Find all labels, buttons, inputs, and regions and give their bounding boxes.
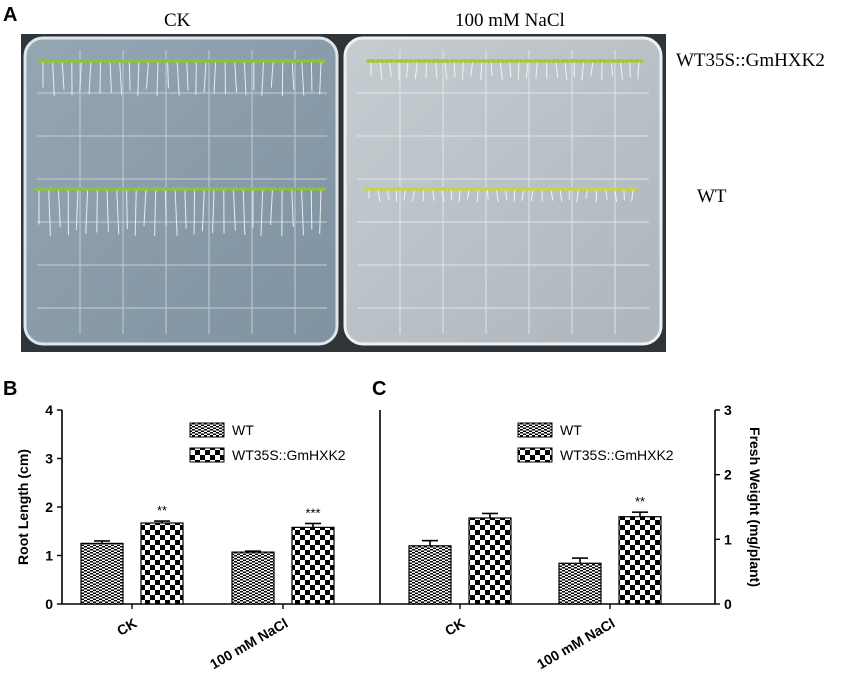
bar-overexpression-ck (140, 522, 184, 605)
significance-marker: ** (635, 494, 645, 509)
row-label-overexpression: WT35S::GmHXK2 (676, 50, 825, 71)
x-category-label: 100 mM NaCl (534, 615, 617, 672)
legend-swatch-wt (517, 422, 553, 438)
bar-overexpression-ck (468, 517, 512, 605)
y-tick-label: 3 (45, 451, 53, 467)
fresh-weight-chart: 0 1 2 3 Fresh Weight (mg/plant) CK 100 mM NaCl… (379, 402, 763, 672)
panel-b-letter: B (3, 378, 18, 400)
y-tick-label: 4 (45, 402, 53, 418)
bar-wt-nacl (231, 551, 275, 605)
column-label-nacl: 100 mM NaCl (455, 10, 565, 31)
legend-swatch-overexpression (189, 447, 225, 463)
legend-label-wt: WT (232, 422, 254, 438)
panel-a-letter: A (3, 4, 18, 26)
row-label-wt: WT (697, 186, 727, 207)
panel-c-letter: C (372, 378, 387, 400)
legend-swatch-wt (189, 422, 225, 438)
y-axis-label: Root Length (cm) (15, 449, 31, 565)
legend-label-overexpression: WT35S::GmHXK2 (560, 447, 674, 463)
y-tick-label: 0 (45, 596, 53, 612)
y-tick-label: 0 (724, 596, 732, 612)
bar-overexpression-nacl (618, 516, 662, 605)
column-label-ck: CK (164, 10, 191, 31)
legend-label-wt: WT (560, 422, 582, 438)
bar-wt-ck (408, 545, 452, 605)
y-tick-label: 2 (45, 499, 53, 515)
y-tick-label: 1 (45, 548, 53, 564)
y-tick-label: 2 (724, 467, 732, 483)
x-category-label: CK (442, 615, 468, 639)
legend-label-overexpression: WT35S::GmHXK2 (232, 447, 346, 463)
y-tick-label: 3 (724, 402, 732, 418)
bar-wt-nacl (558, 562, 602, 605)
plate-nacl (343, 36, 663, 346)
plate-ck (23, 36, 339, 346)
significance-marker: ** (157, 503, 167, 518)
x-category-label: 100 mM NaCl (207, 615, 290, 672)
bar-wt-ck (80, 542, 124, 605)
x-category-label: CK (114, 615, 140, 639)
y-tick-label: 1 (724, 531, 732, 547)
legend-swatch-overexpression (517, 447, 553, 463)
y-axis-label: Fresh Weight (mg/plant) (747, 427, 763, 587)
seedling-plates-photo (21, 34, 666, 352)
bar-overexpression-nacl (291, 526, 335, 605)
significance-marker: *** (305, 505, 320, 520)
